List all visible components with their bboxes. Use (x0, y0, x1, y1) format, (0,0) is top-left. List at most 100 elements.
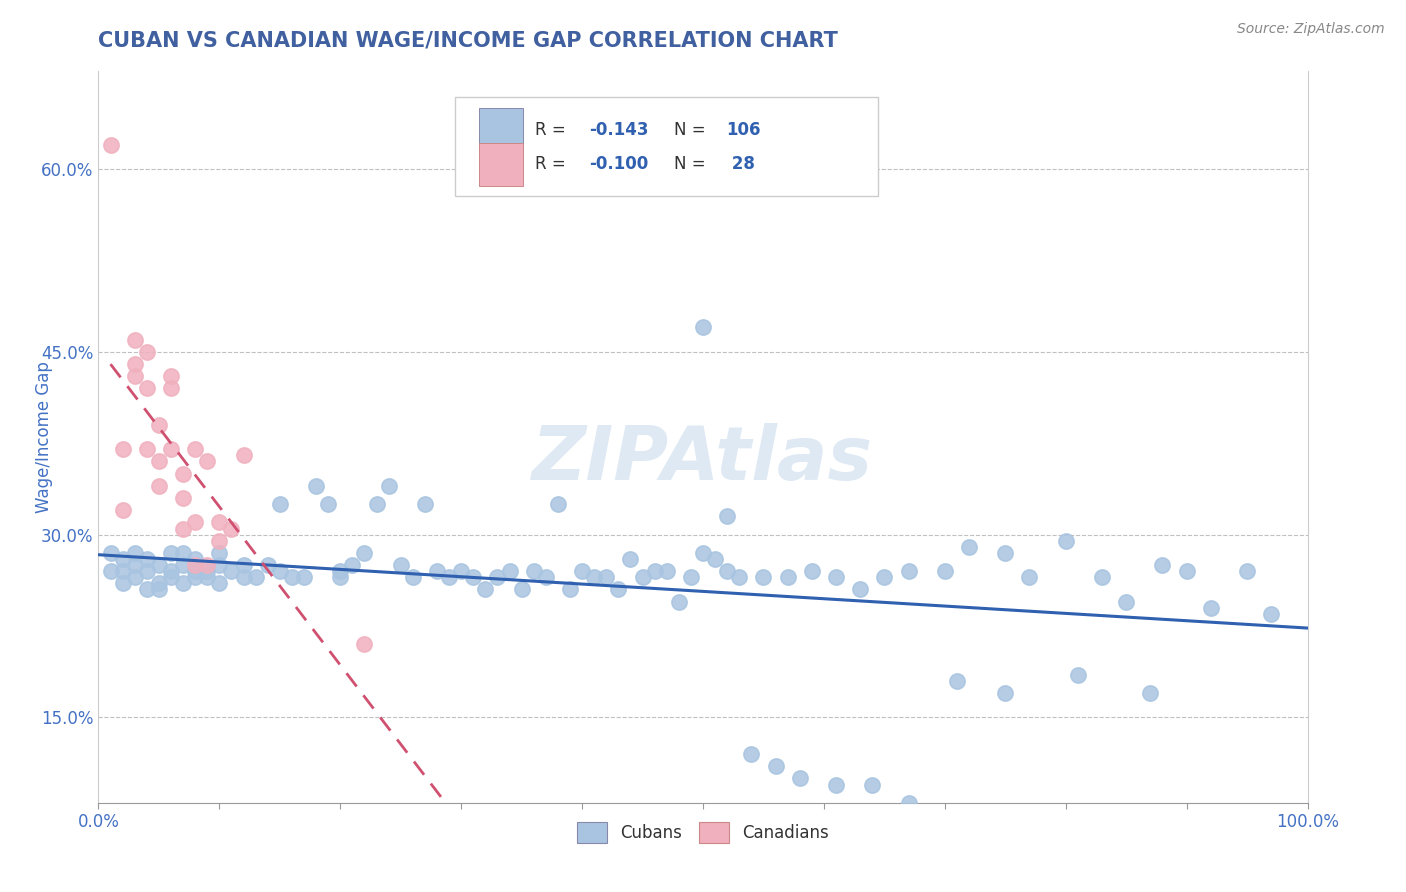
Point (148, 417, 170, 432)
Point (160, 369, 183, 384)
Point (413, 497, 436, 511)
Point (644, 564, 666, 578)
Point (160, 564, 183, 578)
Point (111, 564, 134, 578)
FancyBboxPatch shape (456, 97, 879, 195)
Point (740, 747, 762, 761)
Point (776, 570, 799, 584)
Point (148, 454, 170, 468)
Point (728, 570, 751, 584)
Text: 28: 28 (725, 155, 755, 173)
Point (655, 564, 678, 578)
Point (184, 564, 207, 578)
Point (124, 570, 146, 584)
Point (692, 546, 714, 560)
Point (184, 516, 207, 530)
Point (1139, 686, 1161, 700)
Point (124, 357, 146, 371)
Point (124, 558, 146, 573)
Point (135, 552, 157, 566)
Text: ZIPAtlas: ZIPAtlas (533, 423, 873, 496)
Point (558, 582, 581, 597)
Point (534, 570, 557, 584)
Point (631, 570, 654, 584)
Point (946, 673, 969, 688)
Point (135, 442, 157, 457)
Point (269, 564, 291, 578)
Point (1091, 570, 1114, 584)
Point (208, 558, 231, 573)
Point (873, 570, 896, 584)
Text: -0.100: -0.100 (589, 155, 648, 173)
Point (208, 533, 231, 548)
Point (571, 564, 593, 578)
Point (595, 570, 617, 584)
Point (111, 576, 134, 591)
Point (100, 137, 122, 152)
Point (389, 558, 412, 573)
Point (353, 546, 375, 560)
Point (148, 582, 170, 597)
Point (160, 442, 183, 457)
Point (160, 381, 183, 395)
Point (789, 772, 811, 786)
Point (148, 479, 170, 493)
Point (160, 570, 183, 584)
Point (765, 759, 787, 773)
Point (450, 564, 472, 578)
Text: Wage/Income Gap: Wage/Income Gap (35, 361, 53, 513)
Point (172, 491, 194, 505)
Point (1054, 533, 1077, 548)
Point (583, 570, 606, 584)
Point (100, 564, 122, 578)
Point (1260, 607, 1282, 621)
FancyBboxPatch shape (479, 108, 523, 152)
Text: R =: R = (534, 121, 571, 139)
Point (195, 454, 218, 468)
Point (305, 479, 328, 493)
Point (1067, 667, 1090, 682)
Point (124, 546, 146, 560)
Point (897, 796, 920, 810)
Point (498, 564, 520, 578)
Point (716, 509, 738, 524)
Point (474, 582, 496, 597)
Point (208, 546, 231, 560)
Point (195, 558, 218, 573)
Point (184, 558, 207, 573)
Point (184, 552, 207, 566)
Point (860, 778, 883, 792)
Point (547, 497, 569, 511)
Point (148, 558, 170, 573)
Point (607, 582, 630, 597)
Point (111, 503, 134, 517)
Point (221, 564, 243, 578)
Point (195, 564, 218, 578)
Text: N =: N = (673, 121, 711, 139)
Point (679, 570, 702, 584)
Text: -0.143: -0.143 (589, 121, 648, 139)
Text: Source: ZipAtlas.com: Source: ZipAtlas.com (1237, 22, 1385, 37)
Point (111, 442, 134, 457)
Point (353, 637, 375, 651)
Point (269, 497, 291, 511)
Point (124, 333, 146, 347)
Point (256, 558, 278, 573)
Point (704, 552, 727, 566)
Text: R =: R = (534, 155, 571, 173)
Point (329, 564, 352, 578)
Point (849, 582, 872, 597)
Point (172, 467, 194, 481)
Point (426, 564, 449, 578)
Point (1018, 570, 1040, 584)
Point (897, 564, 920, 578)
Point (208, 516, 231, 530)
Point (184, 442, 207, 457)
Point (1199, 600, 1222, 615)
Point (172, 522, 194, 536)
Point (510, 582, 533, 597)
Point (184, 570, 207, 584)
Point (100, 546, 122, 560)
Text: N =: N = (673, 155, 711, 173)
Point (523, 564, 546, 578)
